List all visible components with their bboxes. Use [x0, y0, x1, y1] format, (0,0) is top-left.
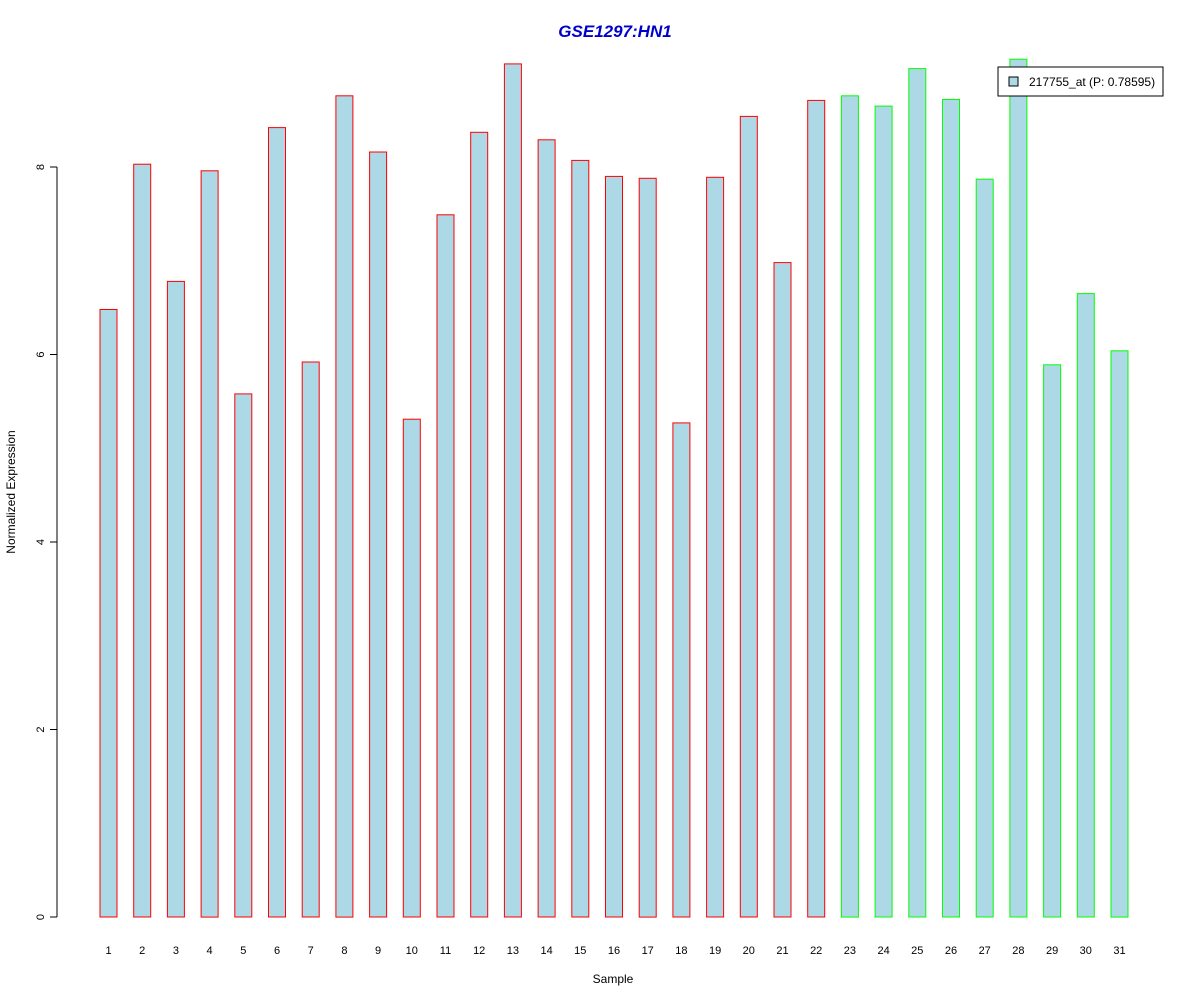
x-tick-label: 17 — [642, 945, 654, 957]
x-tick-label: 20 — [743, 945, 755, 957]
x-tick-label: 19 — [709, 945, 721, 957]
x-tick-label: 26 — [945, 945, 957, 957]
x-tick-label: 5 — [240, 945, 246, 957]
x-tick-label: 29 — [1046, 945, 1058, 957]
bar-sample-14 — [537, 139, 556, 918]
x-tick-label: 31 — [1113, 945, 1125, 957]
bar-sample-28 — [1009, 58, 1028, 918]
x-tick-label: 8 — [341, 945, 347, 957]
bar-sample-11 — [436, 214, 455, 918]
bar-sample-22 — [807, 99, 826, 918]
legend: 217755_at (P: 0.78595) — [997, 66, 1164, 97]
x-tick-label: 12 — [473, 945, 485, 957]
bar-sample-2 — [133, 163, 152, 918]
bar-sample-9 — [369, 151, 388, 918]
x-tick-label: 24 — [877, 945, 889, 957]
bar-sample-6 — [268, 127, 286, 918]
x-tick-label: 21 — [776, 945, 788, 957]
x-tick-label: 25 — [911, 945, 923, 957]
x-tick-label: 30 — [1080, 945, 1092, 957]
x-tick-label: 15 — [574, 945, 586, 957]
bar-sample-24 — [874, 105, 893, 918]
x-tick-label: 3 — [173, 945, 179, 957]
bar-sample-20 — [739, 115, 758, 918]
bar-sample-5 — [234, 393, 253, 918]
y-tick-label: 6 — [35, 351, 47, 357]
bar-sample-29 — [1043, 364, 1062, 918]
bar-sample-17 — [638, 177, 657, 918]
bar-sample-23 — [840, 95, 859, 918]
bar-sample-1 — [99, 309, 118, 918]
x-tick-label: 2 — [139, 945, 145, 957]
x-tick-label: 16 — [608, 945, 620, 957]
bar-sample-13 — [503, 63, 522, 918]
bar-sample-8 — [335, 95, 354, 918]
bar-sample-4 — [200, 170, 219, 918]
x-tick-label: 4 — [207, 945, 213, 957]
x-tick-label: 7 — [308, 945, 314, 957]
x-tick-labels: 1 2 3 4 5 6 7 8 9 10 11 12 13 14 15 16 17 18 19 20 21 22 23 24 2… — [105, 945, 1125, 957]
bar-sample-21 — [773, 262, 792, 918]
bar-sample-25 — [908, 68, 927, 918]
bar-sample-18 — [672, 422, 691, 918]
x-tick-label: 18 — [675, 945, 687, 957]
x-tick-label: 23 — [844, 945, 856, 957]
x-tick-label: 14 — [540, 945, 552, 957]
y-axis: 0 2 4 6 8 — [35, 164, 58, 920]
x-tick-label: 13 — [507, 945, 519, 957]
chart-title: GSE1297:HN1 — [558, 22, 671, 41]
bars-group — [99, 58, 1129, 918]
y-tick-label: 0 — [35, 914, 47, 920]
bar-sample-3 — [166, 280, 185, 918]
legend-swatch — [1008, 76, 1019, 87]
x-tick-label: 27 — [979, 945, 991, 957]
bar-sample-16 — [605, 175, 623, 918]
x-tick-label: 6 — [274, 945, 280, 957]
bar-sample-27 — [975, 178, 994, 918]
bar-sample-19 — [706, 176, 725, 918]
legend-label: 217755_at (P: 0.78595) — [1029, 75, 1155, 89]
y-axis-title: Normalized Expression — [4, 430, 18, 553]
x-tick-label: 1 — [105, 945, 111, 957]
x-tick-label: 28 — [1012, 945, 1024, 957]
bar-sample-15 — [571, 159, 590, 918]
legend-box — [997, 66, 1164, 97]
x-tick-label: 9 — [375, 945, 381, 957]
bar-sample-30 — [1076, 293, 1095, 918]
bar-sample-31 — [1110, 350, 1129, 918]
bar-sample-10 — [402, 418, 421, 918]
x-tick-label: 11 — [440, 945, 451, 957]
x-tick-label: 10 — [406, 945, 418, 957]
y-tick-label: 8 — [35, 164, 47, 170]
bar-sample-26 — [942, 99, 960, 918]
x-tick-label: 22 — [810, 945, 822, 957]
y-tick-label: 2 — [35, 726, 47, 732]
bar-sample-7 — [301, 361, 320, 918]
x-axis-title: Sample — [593, 972, 634, 986]
y-tick-label: 4 — [35, 539, 47, 545]
bar-sample-12 — [470, 131, 489, 918]
